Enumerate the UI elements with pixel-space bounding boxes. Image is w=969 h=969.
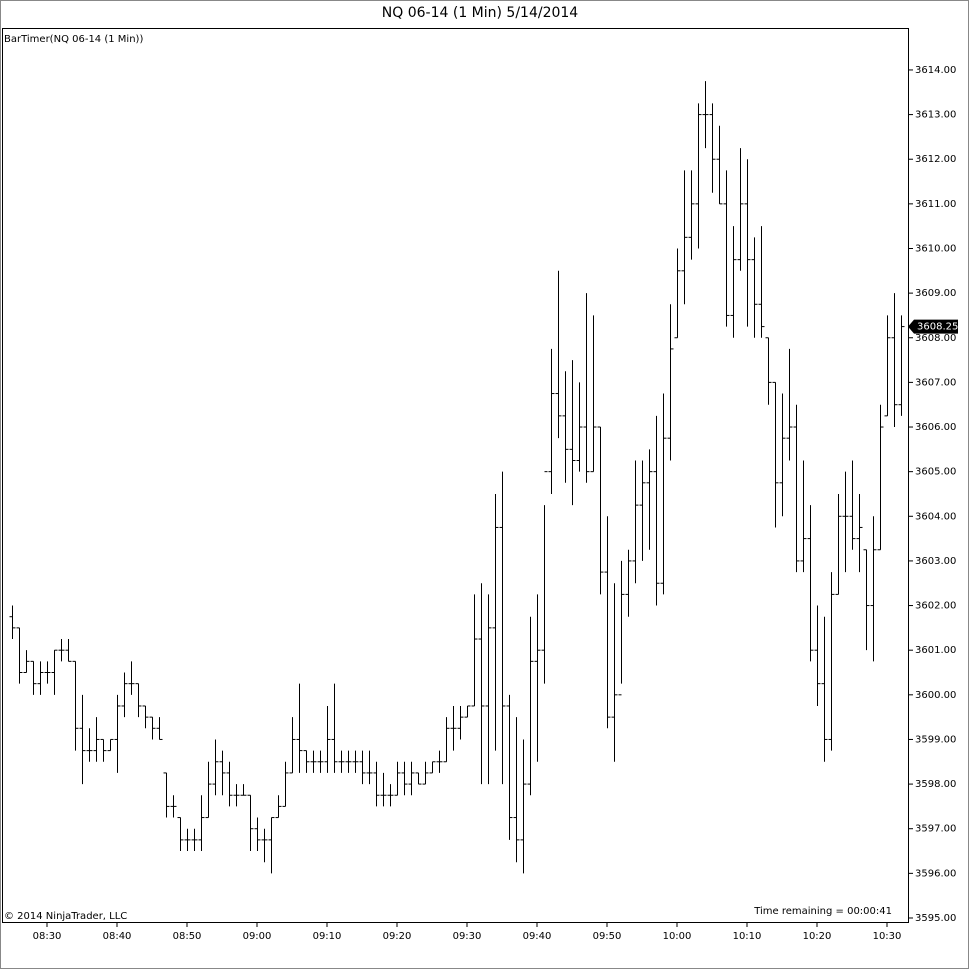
x-tick-label: 10:00 (663, 931, 692, 942)
last-price-label: 3608.25 (917, 322, 958, 333)
y-tick-label: 3597.00 (915, 824, 956, 835)
y-tick-label: 3605.00 (915, 467, 956, 478)
y-tick-label: 3595.00 (915, 913, 956, 924)
y-tick-label: 3606.00 (915, 422, 956, 433)
x-tick-label: 10:30 (873, 931, 902, 942)
y-tick-label: 3603.00 (915, 556, 956, 567)
chart-title: NQ 06-14 (1 Min) 5/14/2014 (382, 5, 579, 21)
last-price-tag (908, 319, 958, 334)
x-tick-label: 08:30 (33, 931, 62, 942)
x-tick-label: 09:10 (313, 931, 342, 942)
y-tick-label: 3604.00 (915, 511, 956, 522)
x-tick-label: 09:50 (593, 931, 622, 942)
indicator-label: BarTimer(NQ 06-14 (1 Min)) (4, 34, 143, 45)
timer-text: Time remaining = 00:00:41 (753, 906, 892, 917)
y-tick-label: 3599.00 (915, 734, 956, 745)
x-tick-label: 09:40 (523, 931, 552, 942)
y-tick-label: 3609.00 (915, 288, 956, 299)
y-tick-label: 3602.00 (915, 601, 956, 612)
x-tick-label: 09:20 (383, 931, 412, 942)
y-tick-label: 3608.00 (915, 333, 956, 344)
x-tick-label: 09:00 (243, 931, 272, 942)
x-tick-label: 08:40 (103, 931, 132, 942)
y-tick-label: 3601.00 (915, 645, 956, 656)
x-tick-label: 10:10 (733, 931, 762, 942)
y-tick-label: 3614.00 (915, 65, 956, 76)
copyright: © 2014 NinjaTrader, LLC (4, 911, 127, 922)
y-tick-label: 3610.00 (915, 243, 956, 254)
y-tick-label: 3607.00 (915, 377, 956, 388)
y-tick-label: 3596.00 (915, 868, 956, 879)
y-tick-label: 3611.00 (915, 199, 956, 210)
y-tick-label: 3613.00 (915, 110, 956, 121)
y-tick-label: 3612.00 (915, 154, 956, 165)
x-tick-label: 09:30 (453, 931, 482, 942)
y-tick-label: 3598.00 (915, 779, 956, 790)
x-tick-label: 10:20 (803, 931, 832, 942)
y-tick-label: 3600.00 (915, 690, 956, 701)
x-tick-label: 08:50 (173, 931, 202, 942)
plot-frame (2, 28, 909, 923)
